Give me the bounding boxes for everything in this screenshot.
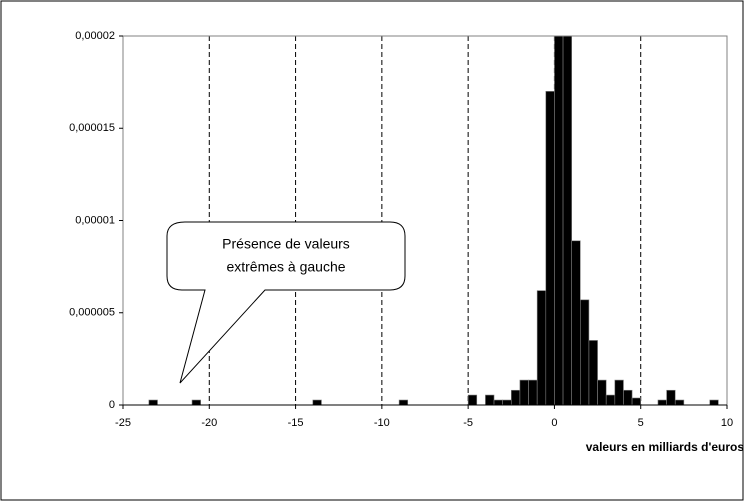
bar	[510, 389, 521, 405]
y-tick-label: 0,000005	[69, 307, 115, 319]
x-axis-label: valeurs en milliards d'euros	[586, 440, 745, 454]
y-tick-label: 0,00001	[75, 214, 115, 226]
annotation: Présence de valeurs	[222, 236, 350, 252]
bar	[398, 399, 409, 405]
bar	[562, 36, 572, 405]
bar	[536, 290, 547, 405]
bar	[605, 394, 616, 405]
bar	[571, 240, 581, 405]
x-tick-label: 10	[721, 417, 733, 429]
bar	[502, 399, 512, 405]
x-tick-label: -25	[115, 417, 131, 429]
bar	[554, 36, 564, 405]
y-tick-label: 0	[109, 399, 115, 411]
x-tick-label: 0	[551, 417, 557, 429]
bar	[709, 399, 719, 405]
x-tick-label: -10	[374, 417, 390, 429]
bar	[623, 389, 633, 405]
x-tick-label: -20	[201, 417, 217, 429]
bars	[148, 36, 719, 405]
bar	[148, 399, 158, 405]
y-tick-label: 0,000015	[69, 122, 115, 134]
bar	[597, 379, 607, 405]
bar	[519, 379, 529, 405]
bar	[666, 389, 676, 405]
callout-shape	[166, 221, 406, 384]
bar	[191, 399, 201, 405]
bar	[528, 379, 538, 405]
bar	[580, 299, 590, 405]
bar	[493, 399, 503, 405]
bar	[467, 394, 478, 405]
annotation: extrêmes à gauche	[226, 259, 345, 275]
bar	[588, 340, 598, 405]
callout: Présence de valeurs extrêmes à gauche	[166, 221, 406, 384]
bar	[614, 379, 624, 405]
bar	[631, 397, 642, 405]
bar	[657, 399, 667, 405]
x-tick-label: 5	[638, 417, 644, 429]
x-tick-label: -15	[288, 417, 304, 429]
x-tick-label: -5	[463, 417, 473, 429]
bar	[312, 399, 322, 405]
bar	[485, 394, 495, 405]
y-tick-label: 0,00002	[75, 30, 115, 42]
bar	[545, 91, 555, 405]
bar	[674, 399, 685, 405]
